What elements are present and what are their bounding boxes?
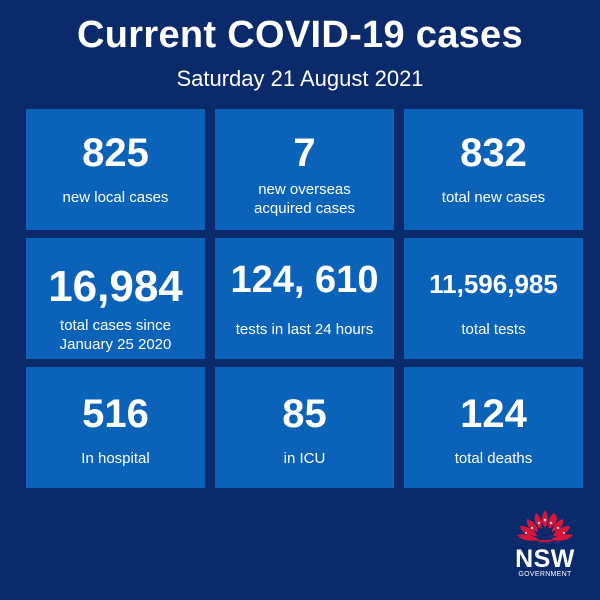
- tile-in-icu: 85 in ICU: [215, 367, 394, 488]
- tile-new-local-cases: 825 new local cases: [26, 109, 205, 230]
- stat-value: 11,596,985: [429, 269, 558, 299]
- stat-value: 832: [460, 131, 527, 175]
- stat-value: 7: [293, 131, 316, 175]
- stats-grid: 825 new local cases 7 new overseas acqui…: [26, 109, 583, 488]
- logo-government-text: GOVERNMENT: [518, 571, 572, 578]
- stat-label: total new cases: [441, 189, 546, 206]
- tile-total-cases-since: 16,984 total cases since January 25 2020: [26, 238, 205, 359]
- stat-label: in ICU: [283, 450, 326, 467]
- tile-total-deaths: 124 total deaths: [404, 367, 583, 488]
- tile-total-tests: 11,596,985 total tests: [404, 238, 583, 359]
- stat-label: new local cases: [62, 189, 169, 206]
- report-date: Saturday 21 August 2021: [176, 66, 424, 91]
- stat-label: new overseas acquired cases: [254, 181, 355, 217]
- stat-value: 16,984: [48, 262, 183, 311]
- nsw-government-logo: NSW GOVERNMENT: [512, 508, 578, 592]
- stat-value: 825: [82, 131, 149, 175]
- stat-label: In hospital: [81, 450, 150, 467]
- tile-total-new-cases: 832 total new cases: [404, 109, 583, 230]
- stat-value: 124: [460, 392, 527, 436]
- page-title: Current COVID-19 cases: [77, 14, 523, 56]
- tile-new-overseas-cases: 7 new overseas acquired cases: [215, 109, 394, 230]
- logo-nsw-text: NSW: [515, 545, 575, 573]
- stat-value: 516: [82, 392, 149, 436]
- stat-label: tests in last 24 hours: [235, 321, 374, 338]
- stat-value: 124, 610: [230, 259, 379, 301]
- tile-in-hospital: 516 In hospital: [26, 367, 205, 488]
- stat-value: 85: [282, 392, 327, 436]
- waratah-flower-icon: [517, 510, 573, 543]
- stat-label: total cases since January 25 2020: [59, 317, 172, 353]
- stat-label: total tests: [461, 321, 526, 338]
- stat-label: total deaths: [454, 450, 533, 467]
- tile-tests-last-24h: 124, 610 tests in last 24 hours: [215, 238, 394, 359]
